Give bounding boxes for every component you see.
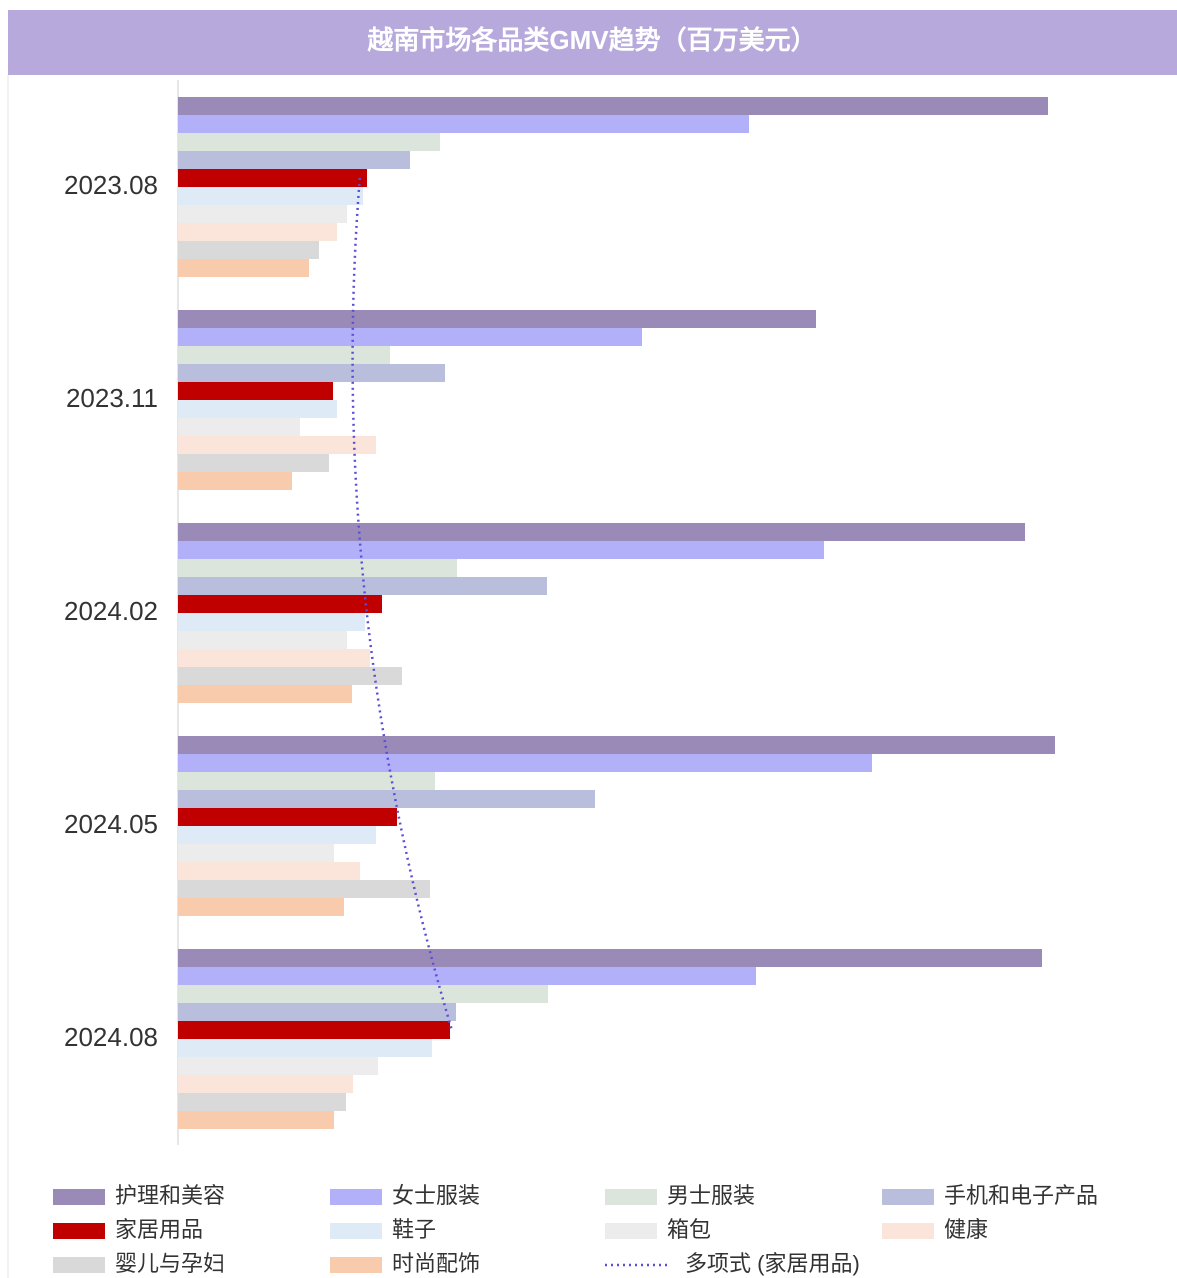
bar xyxy=(178,472,292,490)
bar xyxy=(178,685,352,703)
bar xyxy=(178,862,360,880)
bar xyxy=(178,1003,456,1021)
bar xyxy=(178,133,440,151)
bar xyxy=(178,205,347,223)
bar xyxy=(178,310,816,328)
bar xyxy=(178,364,445,382)
legend-swatch xyxy=(330,1189,382,1205)
bar xyxy=(178,808,397,826)
chart-title: 越南市场各品类GMV趋势（百万美元） xyxy=(367,25,816,55)
bar xyxy=(178,169,367,187)
legend-label: 时尚配饰 xyxy=(392,1251,480,1276)
bar xyxy=(178,1039,432,1057)
bar xyxy=(178,577,547,595)
bar xyxy=(178,541,824,559)
legend-label: 箱包 xyxy=(667,1217,711,1242)
bar xyxy=(178,523,1025,541)
y-tick-label: 2024.05 xyxy=(64,809,158,839)
bar xyxy=(178,772,435,790)
bar xyxy=(178,985,548,1003)
bar xyxy=(178,1057,378,1075)
legend-label: 男士服装 xyxy=(667,1183,755,1208)
legend-swatch xyxy=(882,1223,934,1239)
bar xyxy=(178,454,329,472)
bar xyxy=(178,1075,353,1093)
bar xyxy=(178,667,402,685)
bar xyxy=(178,649,370,667)
bar xyxy=(178,826,376,844)
bar xyxy=(178,880,430,898)
bar xyxy=(178,1021,450,1039)
bar xyxy=(178,418,300,436)
y-tick-label: 2023.08 xyxy=(64,170,158,200)
bar xyxy=(178,115,749,133)
bar xyxy=(178,151,410,169)
legend-label: 家居用品 xyxy=(115,1217,203,1242)
legend-swatch xyxy=(605,1189,657,1205)
legend-swatch xyxy=(330,1257,382,1273)
bar xyxy=(178,187,363,205)
bar xyxy=(178,1111,334,1129)
legend-label: 女士服装 xyxy=(392,1183,480,1208)
bar xyxy=(178,328,642,346)
legend-swatch xyxy=(605,1223,657,1239)
legend-label: 健康 xyxy=(944,1217,988,1242)
bar xyxy=(178,736,1055,754)
bar xyxy=(178,790,595,808)
legend-label: 鞋子 xyxy=(392,1217,436,1242)
y-tick-label: 2023.11 xyxy=(66,383,158,413)
legend-swatch xyxy=(53,1223,105,1239)
bar xyxy=(178,898,344,916)
legend-label: 婴儿与孕妇 xyxy=(115,1251,225,1276)
bar xyxy=(178,754,872,772)
bar xyxy=(178,259,309,277)
y-tick-label: 2024.02 xyxy=(64,596,158,626)
bar xyxy=(178,613,365,631)
bar xyxy=(178,400,337,418)
bar xyxy=(178,1093,346,1111)
legend-swatch xyxy=(53,1257,105,1273)
bar xyxy=(178,346,390,364)
bar xyxy=(178,436,376,454)
legend-swatch xyxy=(330,1223,382,1239)
bar xyxy=(178,223,337,241)
trendline xyxy=(351,177,454,1031)
legend-swatch xyxy=(882,1189,934,1205)
bar xyxy=(178,967,756,985)
bar xyxy=(178,631,347,649)
bar xyxy=(178,844,334,862)
y-tick-label: 2024.08 xyxy=(64,1022,158,1052)
bar xyxy=(178,559,457,577)
legend-label: 手机和电子产品 xyxy=(944,1183,1098,1208)
title-bar xyxy=(8,10,1177,75)
bar xyxy=(178,241,319,259)
bar xyxy=(178,595,382,613)
bar xyxy=(178,97,1048,115)
legend-swatch xyxy=(53,1189,105,1205)
legend-label: 护理和美容 xyxy=(115,1183,225,1208)
bar xyxy=(178,382,333,400)
legend-label: 多项式 (家居用品) xyxy=(685,1251,860,1276)
bar xyxy=(178,949,1042,967)
